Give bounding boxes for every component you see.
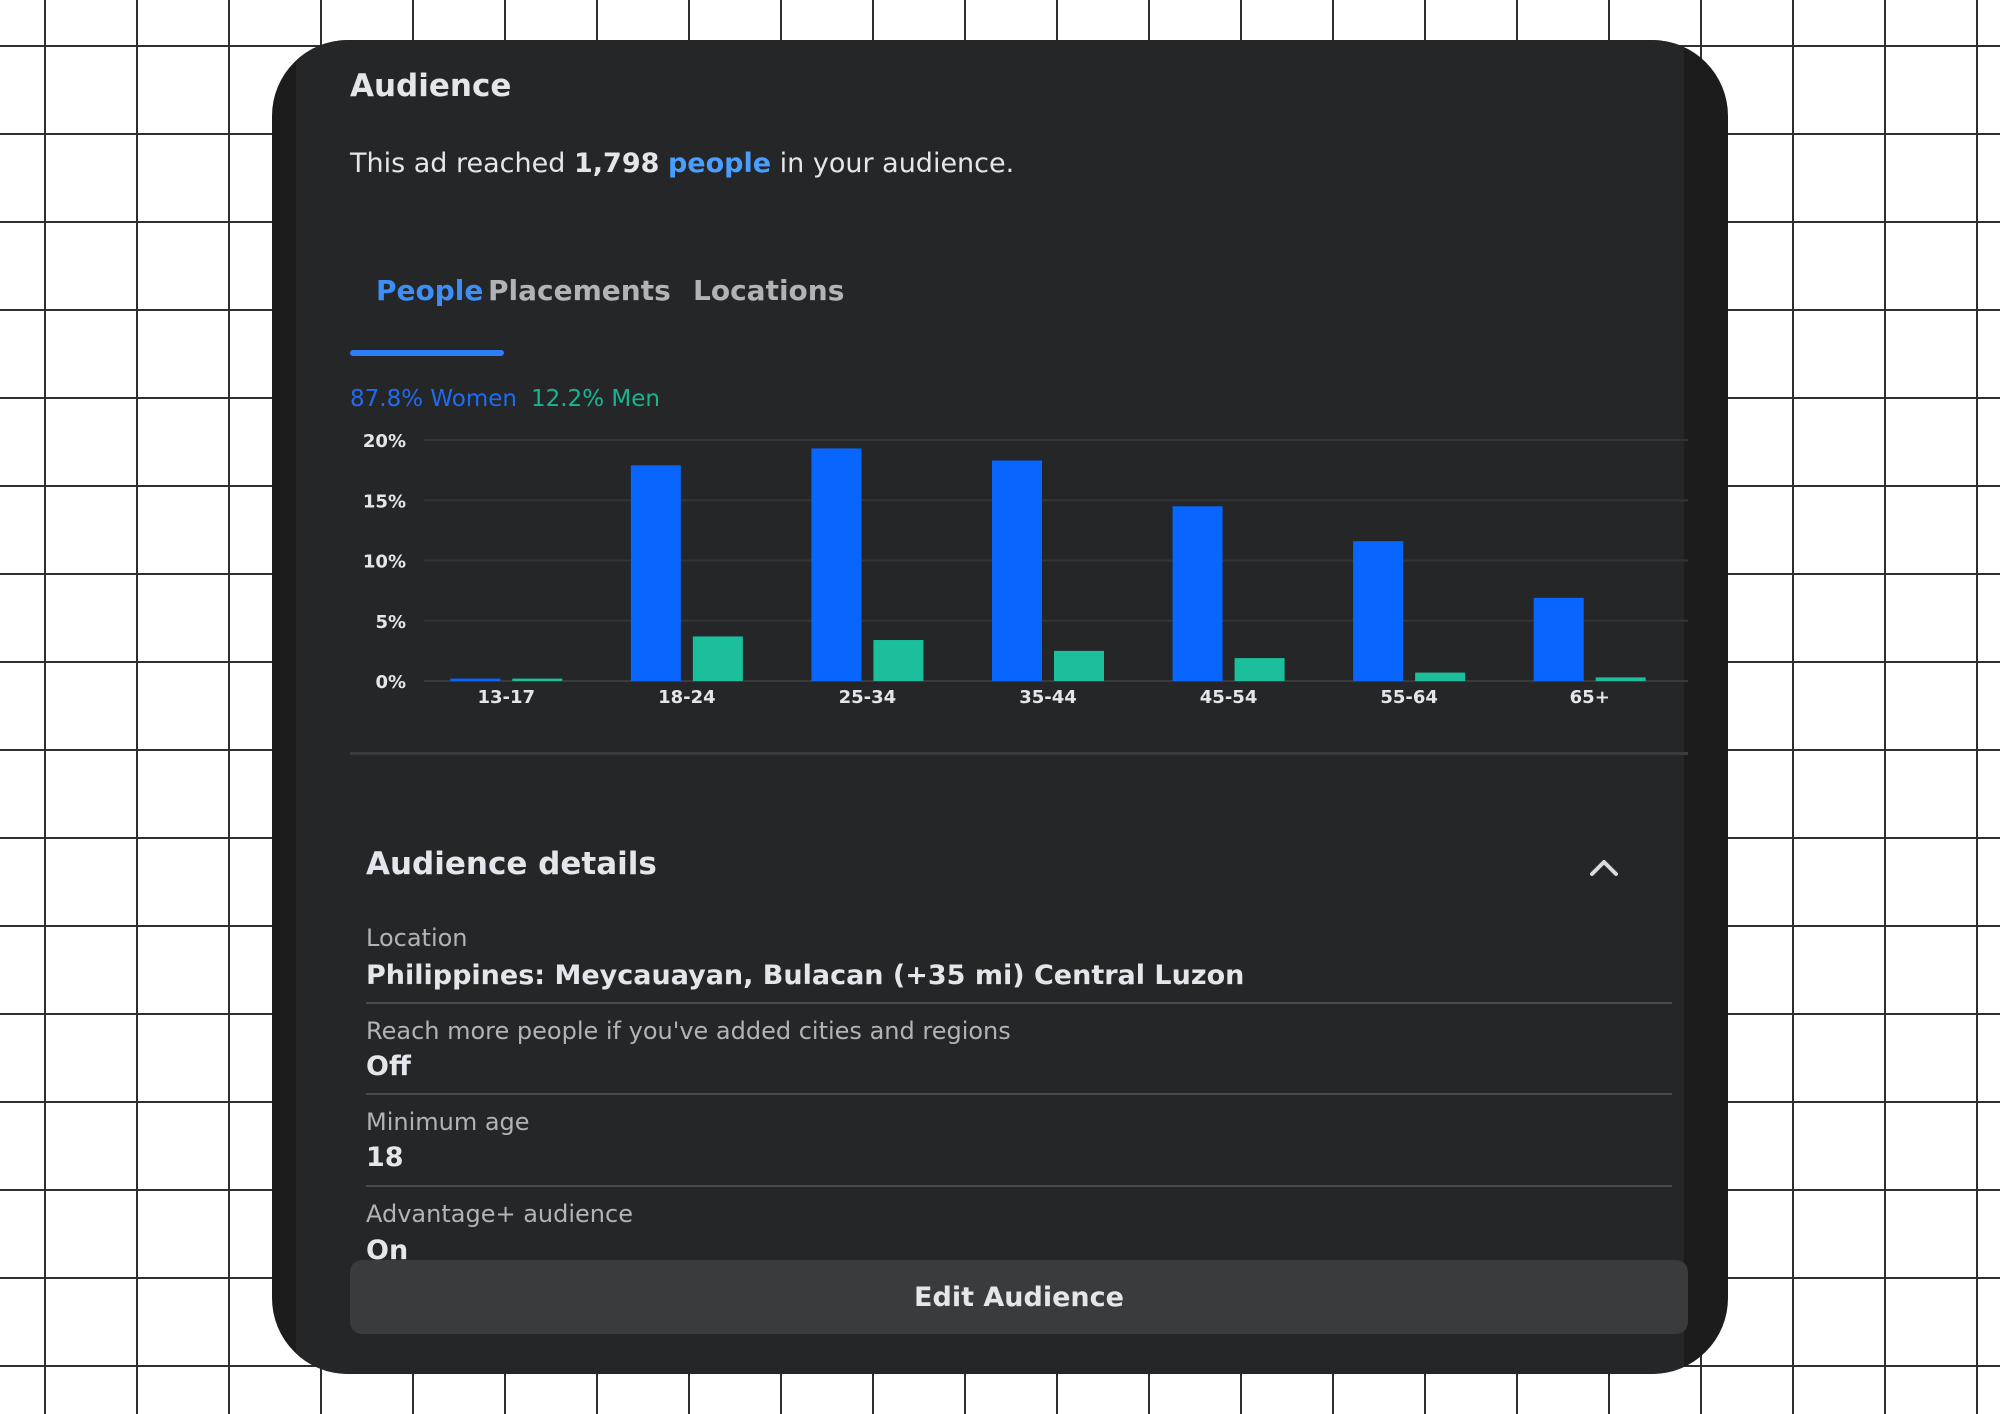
reach-more-label: Reach more people if you've added cities… (366, 1017, 1011, 1045)
bar-men-35-44[interactable] (1054, 650, 1104, 681)
legend-women: 87.8% Women (350, 386, 517, 412)
legend-men: 12.2% Men (530, 386, 660, 412)
x-tick-label: 18-24 (658, 687, 716, 708)
audience-card: Audience This ad reached 1,798 people in… (296, 40, 1688, 1374)
location-value: Philippines: Meycauayan, Bulacan (+35 mi… (366, 960, 1245, 991)
chevron-up-icon[interactable] (1586, 852, 1622, 882)
bar-men-45-54[interactable] (1234, 658, 1285, 681)
bar-men-65+[interactable] (1595, 677, 1646, 681)
people-link[interactable]: people (667, 148, 772, 179)
section-divider (350, 752, 1688, 755)
y-tick-label: 10% (363, 552, 406, 573)
tab-locations[interactable]: Locations (693, 274, 845, 307)
x-tick-label: 13-17 (477, 687, 535, 708)
bar-women-13-17[interactable] (450, 678, 501, 681)
field-divider (366, 1002, 1672, 1004)
audience-title: Audience (350, 68, 512, 104)
reach-summary: This ad reached 1,798 people in your aud… (350, 148, 1014, 179)
x-tick-label: 55-64 (1380, 687, 1438, 708)
audience-panel: Audience This ad reached 1,798 people in… (272, 40, 1728, 1374)
x-tick-label: 65+ (1570, 687, 1610, 708)
age-gender-chart: 0% 5% 10% 15% 20% 13-17 18-24 25-34 35-44 45-54 55… (363, 431, 1688, 708)
bar-men-13-17[interactable] (512, 678, 563, 681)
bar-women-25-34[interactable] (811, 448, 862, 681)
bar-women-45-54[interactable] (1172, 506, 1223, 681)
edit-audience-button[interactable]: Edit Audience (350, 1260, 1688, 1334)
y-tick-label: 15% (363, 491, 406, 512)
reach-count: 1,798 (573, 148, 660, 179)
reach-more-value: Off (366, 1051, 411, 1082)
bar-men-55-64[interactable] (1415, 672, 1466, 681)
audience-details-title: Audience details (366, 846, 657, 882)
x-tick-label: 35-44 (1019, 687, 1077, 708)
x-tick-label: 45-54 (1200, 687, 1258, 708)
minimum-age-value: 18 (366, 1142, 404, 1173)
gender-legend: 87.8% Women 12.2% Men (350, 386, 660, 412)
y-tick-label: 20% (363, 431, 406, 452)
active-tab-indicator (350, 350, 504, 356)
bar-men-25-34[interactable] (873, 640, 924, 681)
bar-women-65+[interactable] (1533, 597, 1584, 681)
bar-women-35-44[interactable] (992, 460, 1042, 681)
bar-women-55-64[interactable] (1353, 541, 1404, 681)
y-tick-label: 0% (375, 672, 406, 693)
tab-placements[interactable]: Placements (488, 274, 671, 307)
advantage-audience-label: Advantage+ audience (366, 1200, 633, 1228)
field-divider (366, 1093, 1672, 1095)
bar-men-18-24[interactable] (692, 636, 743, 681)
y-tick-label: 5% (375, 612, 406, 633)
tab-people[interactable]: People (376, 274, 484, 307)
minimum-age-label: Minimum age (366, 1108, 530, 1136)
field-divider (366, 1185, 1672, 1187)
location-label: Location (366, 924, 468, 952)
bar-women-18-24[interactable] (630, 465, 681, 681)
reach-suffix: in your audience. (771, 148, 1015, 179)
x-tick-label: 25-34 (839, 687, 897, 708)
reach-prefix: This ad reached (350, 148, 574, 179)
